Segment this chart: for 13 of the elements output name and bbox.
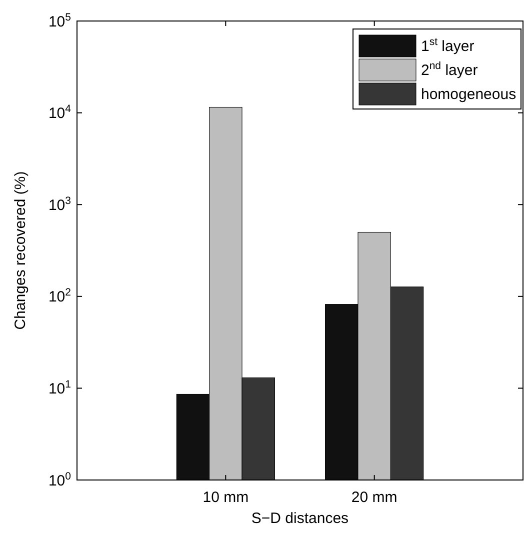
y-tick-label: 10$^{1}$ [48, 378, 72, 398]
x-tick-label: 10 mm [202, 489, 249, 506]
y-axis-title: Changes recovered (%) [12, 171, 29, 330]
x-axis-title: S−D distances [251, 510, 349, 527]
x-tick-label: 20 mm [351, 489, 398, 506]
y-tick-label: 10$^{4}$ [48, 103, 72, 122]
y-tick-label: 10$^{5}$ [48, 11, 72, 30]
legend-label: 2$^{nd}$ layer [421, 60, 478, 79]
legend-label: 1$^{st}$ layer [421, 36, 474, 55]
y-tick-label: 10$^{0}$ [48, 470, 72, 490]
y-tick-label: 10$^{2}$ [48, 286, 72, 306]
y-tick-label: 10$^{3}$ [48, 194, 72, 214]
legend-label: homogeneous [421, 86, 516, 103]
